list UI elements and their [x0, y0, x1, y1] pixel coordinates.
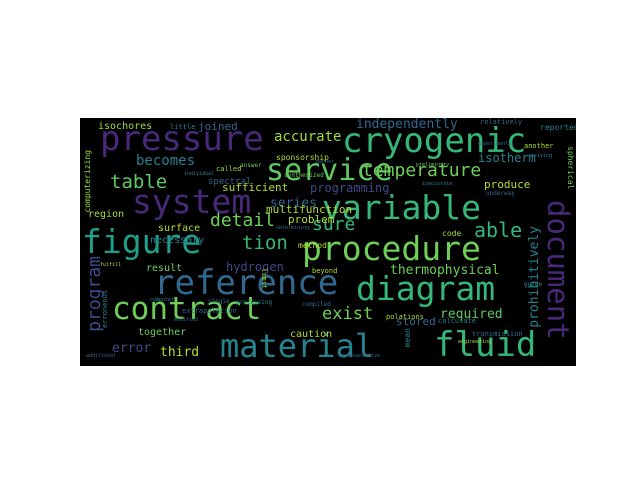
word: synthesized — [284, 172, 324, 179]
word: fluid — [434, 325, 537, 365]
word: engineering — [458, 339, 492, 345]
word: limit — [260, 268, 268, 290]
word: third — [160, 345, 200, 360]
word: erroneous — [101, 290, 109, 328]
word: independently — [356, 118, 458, 132]
word: sure — [312, 214, 356, 235]
word: inaccurate — [422, 181, 453, 187]
word: region — [88, 209, 125, 220]
word: striving — [528, 153, 553, 159]
word: prohibitively — [527, 226, 542, 328]
word: compiled — [302, 301, 331, 308]
word: isotherm — [478, 151, 536, 165]
word: sufficient — [222, 181, 289, 194]
word: cryogenic — [342, 121, 527, 161]
word: tion — [242, 232, 288, 254]
word: isochores — [98, 121, 153, 132]
word: temperature — [362, 160, 482, 181]
word: polations — [386, 313, 424, 321]
word: preliminary — [416, 162, 450, 168]
word: extrapolation — [182, 307, 237, 315]
word: experimental — [478, 141, 515, 147]
word: modified — [174, 317, 199, 323]
word: underway — [486, 190, 515, 197]
word: stored — [396, 315, 436, 328]
word: together — [138, 327, 187, 338]
word: multifunction — [266, 203, 353, 216]
word: figure — [82, 222, 202, 261]
word: becomes — [136, 153, 196, 169]
word: contract — [112, 291, 262, 327]
word: system — [132, 182, 252, 221]
word-cloud: pressure cryogenic service system variab… — [80, 118, 576, 366]
word: determining — [276, 225, 310, 231]
word: table — [110, 171, 168, 193]
word: hydrogen — [226, 260, 284, 274]
word: surface — [158, 223, 201, 234]
word: another — [524, 142, 554, 150]
word: variable — [322, 188, 481, 227]
word: service — [266, 153, 393, 188]
word: necessary — [150, 235, 205, 246]
word: problem — [288, 213, 335, 226]
word: manner — [316, 159, 335, 165]
word: produce — [484, 178, 531, 191]
word: computer — [150, 297, 175, 303]
word: beyond — [312, 267, 338, 275]
word: spherical — [566, 146, 575, 190]
word: spectral — [208, 177, 252, 187]
word: relatively — [480, 118, 523, 126]
word: thermophysical — [390, 263, 500, 278]
word: caution — [290, 329, 333, 340]
word: transmission — [472, 330, 523, 338]
word: joined — [198, 120, 238, 133]
word: code — [442, 229, 462, 238]
word: document — [541, 200, 575, 340]
word: mean — [403, 328, 412, 348]
word: additional — [86, 353, 117, 359]
word: programming — [310, 181, 390, 195]
word: pressure — [100, 119, 264, 159]
word: processing — [236, 299, 273, 306]
word: series — [270, 196, 317, 211]
word: fulfill — [100, 262, 122, 268]
word: computerizing — [83, 150, 92, 213]
word: able — [474, 218, 523, 242]
word: single — [208, 298, 230, 305]
word: accurate — [274, 129, 342, 145]
word: method — [298, 241, 327, 250]
word: sponsorship — [276, 153, 329, 162]
word: called — [216, 165, 242, 173]
word: error — [112, 341, 152, 356]
word: detail — [210, 210, 276, 231]
word: guide — [524, 281, 543, 288]
word: material — [220, 327, 375, 365]
word: exist — [322, 304, 374, 324]
word: answer — [240, 162, 262, 169]
word: procedure — [302, 229, 481, 268]
word: reported — [540, 123, 576, 132]
word: little — [170, 123, 196, 131]
word: calculate — [438, 317, 476, 325]
word: diagram — [356, 269, 496, 308]
word: required — [440, 307, 503, 322]
word: result — [146, 263, 183, 274]
word: individual — [184, 171, 215, 177]
word: representative — [338, 353, 381, 359]
word: reference — [154, 263, 339, 303]
